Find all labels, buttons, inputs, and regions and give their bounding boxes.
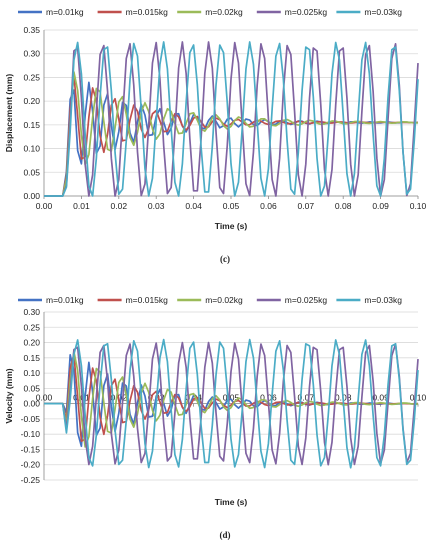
y-tick-label: 0.25 bbox=[23, 322, 40, 332]
y-tick-label: 0.25 bbox=[23, 72, 40, 82]
series-line bbox=[44, 350, 419, 448]
y-tick-label: -0.20 bbox=[21, 460, 41, 470]
series-line bbox=[44, 341, 419, 466]
y-tick-label: 0.05 bbox=[23, 383, 40, 393]
legend-label: m=0.015kg bbox=[126, 295, 169, 305]
legend-label: m=0.015kg bbox=[126, 7, 169, 17]
x-tick-label: 0.10 bbox=[410, 393, 426, 403]
series-line bbox=[44, 41, 419, 197]
x-tick-label: 0.07 bbox=[298, 393, 315, 403]
y-tick-label: 0.20 bbox=[23, 96, 40, 106]
y-axis-title: Displacement (mm) bbox=[4, 74, 14, 153]
legend-label: m=0.025kg bbox=[285, 7, 328, 17]
y-axis-title: Velocity (mm) bbox=[4, 368, 14, 423]
y-tick-label: -0.10 bbox=[21, 429, 41, 439]
legend-label: m=0.025kg bbox=[285, 295, 328, 305]
x-tick-label: 0.04 bbox=[185, 393, 202, 403]
x-tick-label: 0.09 bbox=[372, 201, 389, 211]
legend: m=0.01kg m=0.015kg m=0.02kg m=0.025kg m=0.03… bbox=[18, 295, 402, 305]
displacement-chart: m=0.01kg m=0.015kg m=0.02kg m=0.025kg m=0.03… bbox=[4, 7, 426, 264]
figure-caption: (c) bbox=[220, 254, 230, 264]
x-tick-label: 0.06 bbox=[260, 201, 277, 211]
y-tick-label: 0.10 bbox=[23, 368, 40, 378]
y-tick-label: -0.25 bbox=[21, 475, 41, 485]
legend-label: m=0.03kg bbox=[364, 7, 402, 17]
x-axis-title: Time (s) bbox=[215, 221, 248, 231]
x-tick-label: 0.05 bbox=[223, 201, 240, 211]
figure-caption: (d) bbox=[220, 530, 231, 540]
x-tick-label: 0.07 bbox=[298, 201, 315, 211]
legend-label: m=0.03kg bbox=[364, 295, 402, 305]
y-tick-label: 0.10 bbox=[23, 144, 40, 154]
x-tick-label: 0.09 bbox=[372, 393, 389, 403]
legend-label: m=0.01kg bbox=[46, 7, 84, 17]
x-tick-label: 0.00 bbox=[36, 393, 53, 403]
x-tick-label: 0.01 bbox=[73, 201, 90, 211]
velocity-chart: m=0.01kg m=0.015kg m=0.02kg m=0.025kg m=0.03… bbox=[4, 295, 426, 540]
y-tick-label: 0.05 bbox=[23, 167, 40, 177]
x-tick-label: 0.08 bbox=[335, 201, 352, 211]
series-line bbox=[44, 71, 419, 197]
y-tick-label: -0.15 bbox=[21, 444, 41, 454]
legend-label: m=0.01kg bbox=[46, 295, 84, 305]
x-tick-label: 0.03 bbox=[148, 201, 165, 211]
series-line bbox=[44, 338, 419, 469]
y-tick-label: 0.00 bbox=[23, 399, 40, 409]
y-tick-label: 0.30 bbox=[23, 49, 40, 59]
x-axis-title: Time (s) bbox=[215, 497, 248, 507]
legend-label: m=0.02kg bbox=[205, 295, 243, 305]
series-line bbox=[44, 41, 419, 197]
x-tick-label: 0.10 bbox=[410, 201, 426, 211]
x-tick-label: 0.02 bbox=[111, 201, 128, 211]
y-tick-label: 0.30 bbox=[23, 307, 40, 317]
x-tick-label: 0.04 bbox=[185, 201, 202, 211]
y-tick-label: 0.15 bbox=[23, 353, 40, 363]
x-tick-label: 0.00 bbox=[36, 201, 53, 211]
y-tick-label: 0.15 bbox=[23, 120, 40, 130]
y-tick-label: -0.05 bbox=[21, 414, 41, 424]
y-tick-label: 0.00 bbox=[23, 191, 40, 201]
legend: m=0.01kg m=0.015kg m=0.02kg m=0.025kg m=0.03… bbox=[18, 7, 402, 17]
y-tick-label: 0.20 bbox=[23, 338, 40, 348]
legend-label: m=0.02kg bbox=[205, 7, 243, 17]
y-tick-label: 0.35 bbox=[23, 25, 40, 35]
x-tick-label: 0.05 bbox=[223, 393, 240, 403]
